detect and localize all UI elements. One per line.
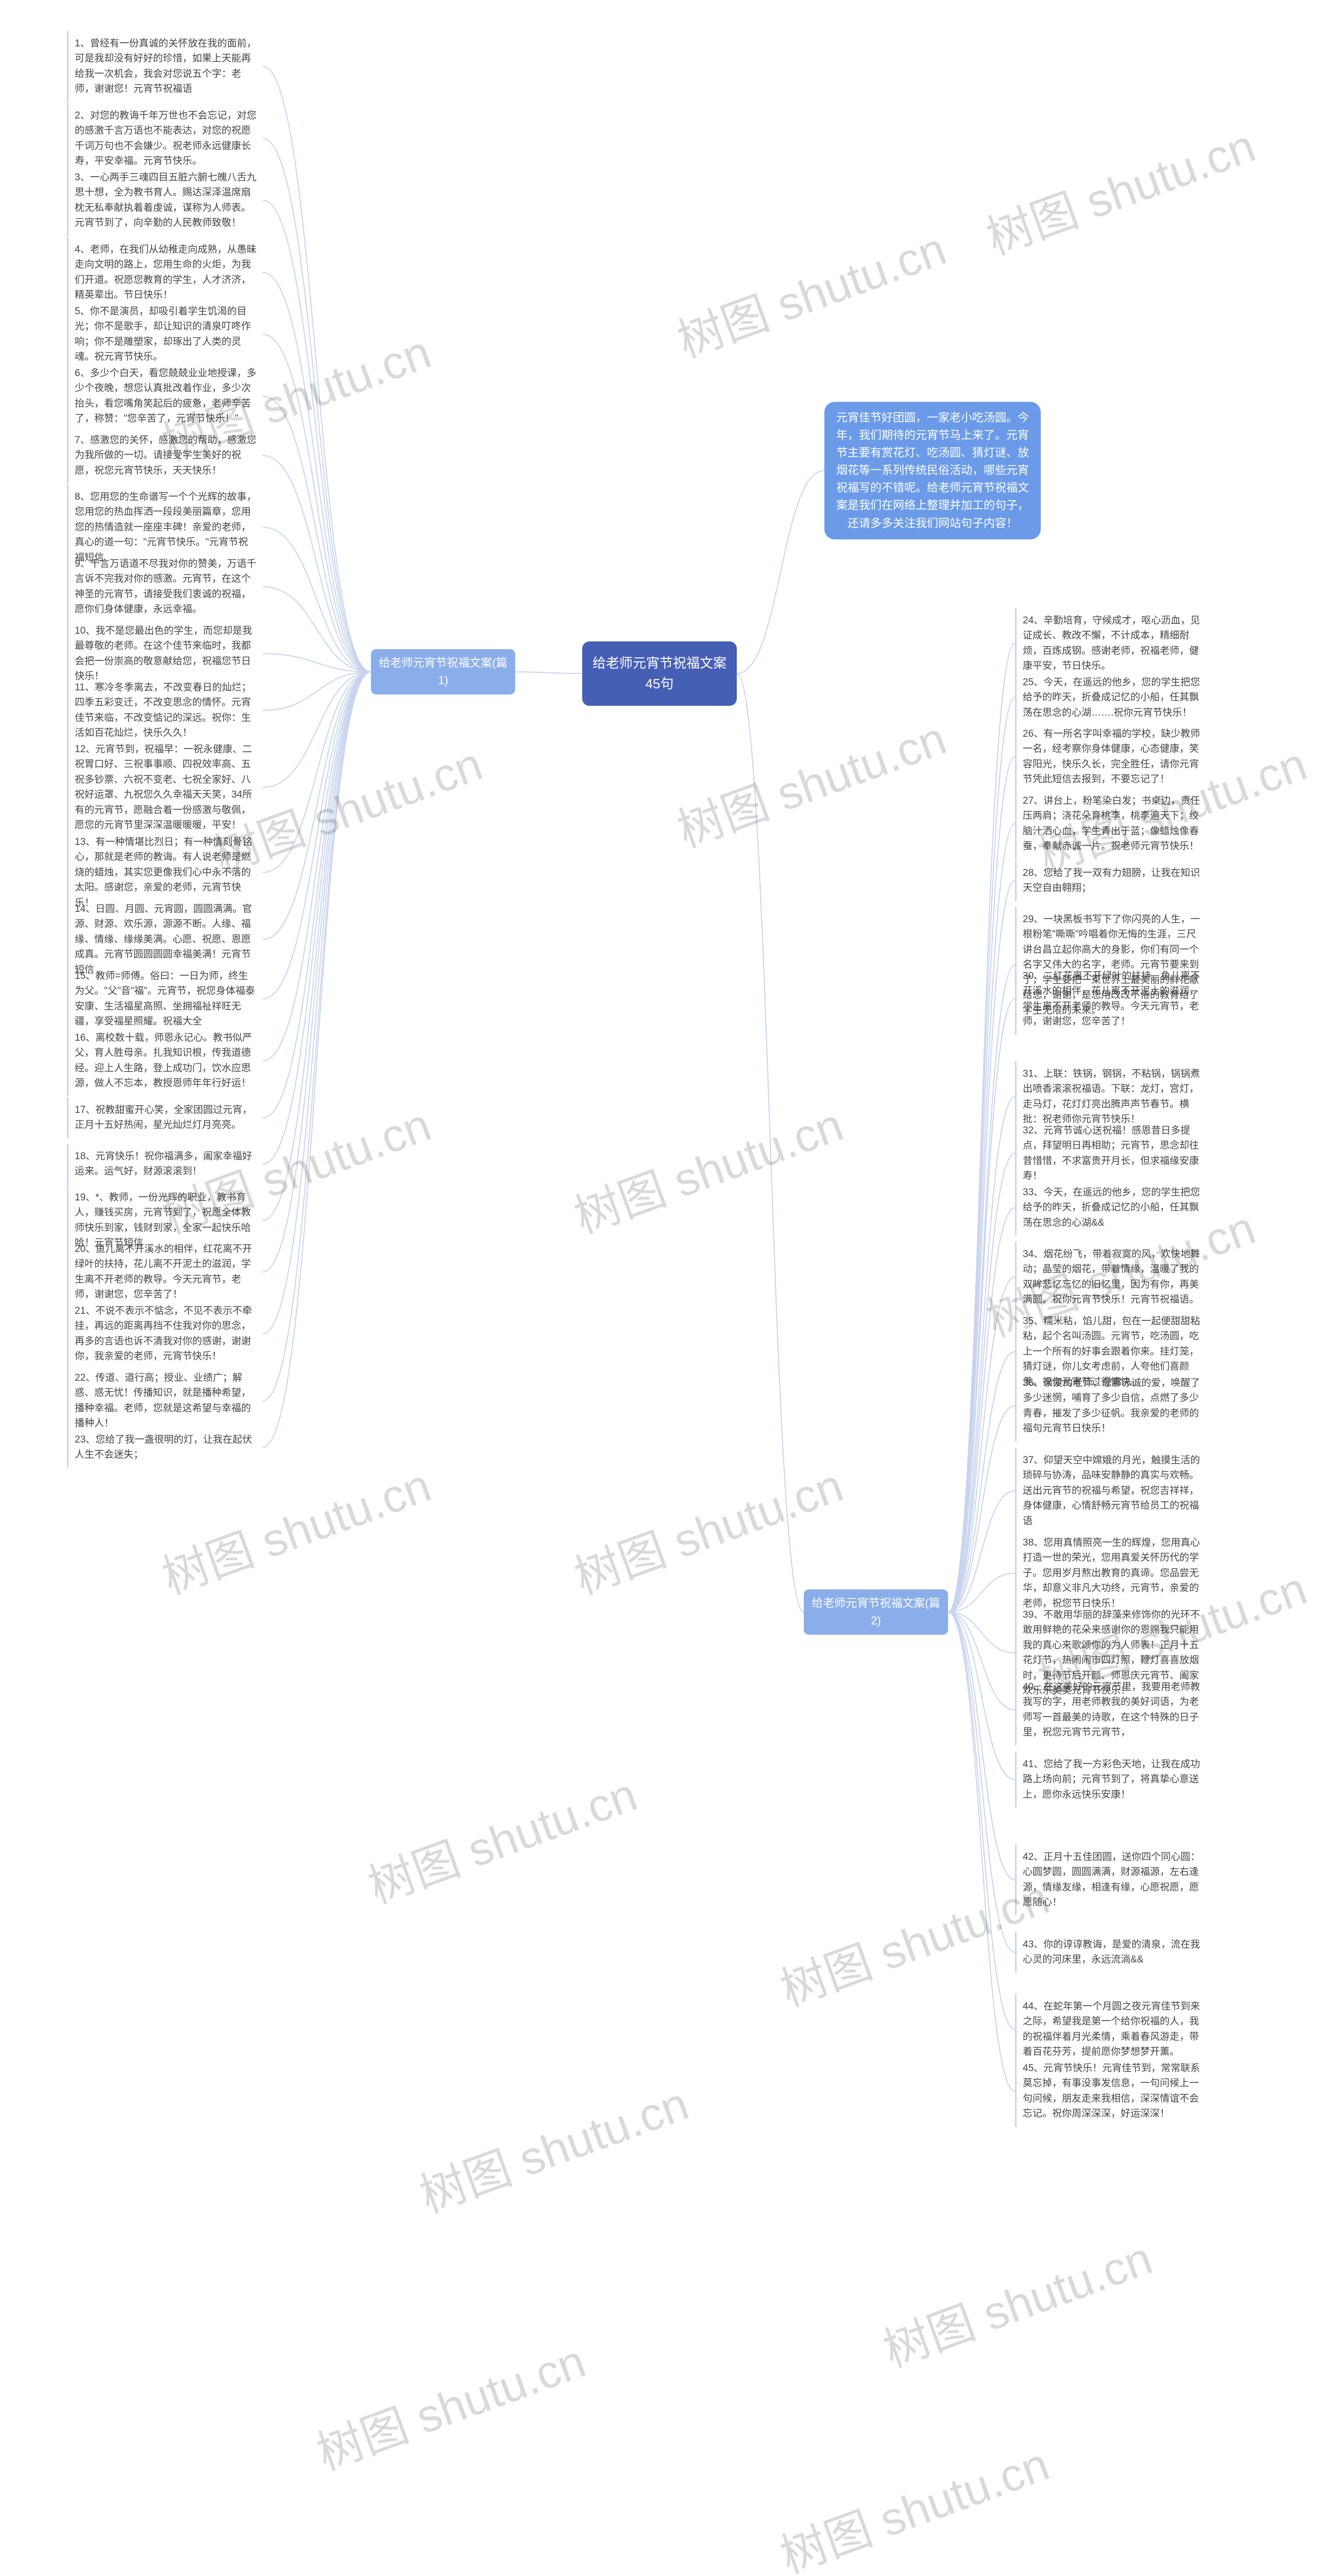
leaf-text: 40、在这美好的元宵节里，我要用老师教我写的字，用老师教我的美好词语，为老师写一… (1023, 1682, 1200, 1738)
watermark-text: 树图 shutu.cn (564, 1448, 851, 1607)
watermark-text: 树图 shutu.cn (667, 701, 954, 860)
leaf-left-item: 20、鱼儿离不开溪水的相伴，红花离不开绿叶的扶持，花儿离不开泥土的滋润，学生离不… (67, 1236, 263, 1308)
leaf-right-item: 30、二红花离不开绿叶的扶持，鱼儿离不开溪水的相伴，花儿离不开泥土的滋润，学生离… (1015, 963, 1211, 1035)
watermark-text: 树图 shutu.cn (151, 1448, 438, 1607)
leaf-text: 24、辛勤培育，守候成才，呕心沥血，见证成长、教改不懈，不计成本，精细耐烦，百炼… (1023, 615, 1200, 671)
leaf-left-item: 5、你不是演员，却吸引着学生饥渴的目光；你不是歌手，却让知识的清泉叮咚作响；你不… (67, 299, 263, 370)
watermark-text: 树图 shutu.cn (770, 1860, 1057, 2020)
center-label: 给老师元宵节祝福文案45句 (593, 655, 726, 691)
leaf-text: 3、一心两手三魂四目五脏六腑七魄八舌九思十想，全为教书育人。赐达深泽温席扇枕无私… (75, 172, 257, 228)
leaf-text: 7、感激您的关怀，感激您的帮助，感激您为我所做的一切。请接受学生美好的祝愿，祝您… (75, 435, 257, 476)
leaf-text: 43、你的谆谆教诲，是爱的清泉，流在我心灵的河床里，永远流淌&& (1023, 1939, 1200, 1965)
watermark-text: 树图 shutu.cn (873, 2221, 1160, 2380)
leaf-text: 16、离校数十载，师恩永记心。教书似严父，育人胜母亲。扎我知识根，传我道德经。迎… (75, 1032, 252, 1089)
leaf-left-item: 7、感激您的关怀，感激您的帮助，感激您为我所做的一切。请接受学生美好的祝愿，祝您… (67, 428, 263, 483)
leaf-left-item: 21、不说不表示不惦念，不见不表示不牵挂，再远的距离再挡不住我对你的思念，再多的… (67, 1298, 263, 1369)
watermark-text: 树图 shutu.cn (976, 109, 1263, 268)
leaf-text: 28、您给了我一双有力翅膀，让我在知识天空自由翱翔； (1023, 868, 1200, 893)
leaf-text: 44、在蛇年第一个月圆之夜元宵佳节到来之际，希望我是第一个给你祝福的人，我的祝福… (1023, 2001, 1200, 2057)
leaf-text: 15、教师=师傅。俗曰：一日为师，终生为父。"父"音"福"。元宵节，祝您身体福泰… (75, 971, 255, 1027)
watermark-text: 树图 shutu.cn (667, 212, 954, 371)
leaf-text: 33、今天，在遥远的他乡，您的学生把您给予的昨天，折叠成记忆的小船，任其飘荡在思… (1023, 1187, 1200, 1228)
leaf-left-item: 1、曾经有一份真诚的关怀放在我的面前，可是我却没有好好的珍惜，如果上天能再给我一… (67, 31, 263, 102)
leaf-text: 21、不说不表示不惦念，不见不表示不牵挂，再远的距离再挡不住我对你的思念，再多的… (75, 1306, 252, 1362)
leaf-text: 10、我不是您最出色的学生，而您却是我最尊敬的老师。在这个佳节来临时，我都会把一… (75, 625, 252, 682)
leaf-left-item: 22、传道、道行高；授业、业绩广；解惑、惑无忧！传播知识，就是播种希望，播种幸福… (67, 1365, 263, 1436)
mindmap-center: 给老师元宵节祝福文案45句 (582, 641, 737, 706)
leaf-right-item: 34、烟花纷飞，带着寂寞的风，欢快地舞动；晶莹的烟花，带着情缘，温暖了我的双眸悲… (1015, 1242, 1211, 1313)
leaf-left-item: 12、元宵节到，祝福早：一祝永健康、二祝胃口好、三祝事事顺、四祝效率高、五祝多钞… (67, 737, 263, 838)
leaf-left-item: 3、一心两手三魂四目五脏六腑七魄八舌九思十想，全为教书育人。赐达深泽温席扇枕无私… (67, 165, 263, 236)
leaf-text: 32、元宵节诚心送祝福！感恩昔日多提点，拜望明日再相助；元宵节，思念却往昔惜惜，… (1023, 1125, 1199, 1181)
leaf-text: 37、仰望天空中嫦娥的月光，触摸生活的琐碎与协涛，品味安静静的真实与欢畅。送出元… (1023, 1455, 1200, 1527)
leaf-right-item: 43、你的谆谆教诲，是爱的清泉，流在我心灵的河床里，永远流淌&& (1015, 1932, 1211, 1973)
leaf-right-item: 40、在这美好的元宵节里，我要用老师教我写的字，用老师教我的美好词语，为老师写一… (1015, 1674, 1211, 1745)
leaf-text: 20、鱼儿离不开溪水的相伴，红花离不开绿叶的扶持，花儿离不开泥土的滋润，学生离不… (75, 1244, 252, 1300)
leaf-text: 42、正月十五佳团圆，送你四个同心圆：心圆梦圆，圆圆满满，财源福源，左右逢源，情… (1023, 1852, 1200, 1908)
leaf-left-item: 23、您给了我一盏很明的灯，让我在起伏人生不会迷失； (67, 1427, 263, 1468)
leaf-text: 45、元宵节快乐！元宵佳节到，常常联系莫忘掉，有事没事发信息，一句问候上一句问候… (1023, 2063, 1200, 2119)
leaf-text: 27、讲台上，粉笔染白发；书桌边，责任压两肩；浇花朵育桃李，桃李遍天下；绞脑汁洒… (1023, 795, 1200, 852)
leaf-text: 38、您用真情照亮一生的辉煌，您用真心打造一世的荣光，您用真爱关怀历代的学子。您… (1023, 1537, 1200, 1609)
branch-part1: 给老师元宵节祝福文案(篇1) (371, 649, 515, 694)
watermark-text: 树图 shutu.cn (770, 2427, 1057, 2576)
leaf-text: 17、祝教甜蜜开心笑，全家团圆过元宵，正月十五好热闹，星光灿烂灯月亮亮。 (75, 1105, 252, 1130)
leaf-left-item: 17、祝教甜蜜开心笑，全家团圆过元宵，正月十五好热闹，星光灿烂灯月亮亮。 (67, 1097, 263, 1138)
leaf-text: 41、您给了我一方彩色天地，让我在成功路上场向前；元宵节到了，将真挚心意送上，愿… (1023, 1759, 1200, 1800)
leaf-right-item: 45、元宵节快乐！元宵佳节到，常常联系莫忘掉，有事没事发信息，一句问候上一句问候… (1015, 2056, 1211, 2127)
watermark-text: 树图 shutu.cn (409, 2066, 696, 2226)
leaf-right-item: 33、今天，在遥远的他乡，您的学生把您给予的昨天，折叠成记忆的小船，任其飘荡在思… (1015, 1180, 1211, 1235)
leaf-text: 18、元宵快乐！祝你福满多，阖家幸福好运来。运气好，财源滚滚到！ (75, 1151, 252, 1177)
leaf-text: 30、二红花离不开绿叶的扶持，鱼儿离不开溪水的相伴，花儿离不开泥土的滋润，学生离… (1023, 971, 1200, 1027)
leaf-right-item: 26、有一所名字叫幸福的学校，缺少教师一名，经考察你身体健康，心态健康，笑容阳光… (1015, 721, 1211, 792)
leaf-right-item: 28、您给了我一双有力翅膀，让我在知识天空自由翱翔； (1015, 860, 1211, 901)
leaf-text: 31、上联：铁锅，钢锅，不粘锅，锅锅煮出喷香滚滚祝福语。下联：龙灯，宫灯，走马灯… (1023, 1069, 1200, 1125)
leaf-text: 12、元宵节到，祝福早：一祝永健康、二祝胃口好、三祝事事顺、四祝效率高、五祝多钞… (75, 744, 252, 831)
leaf-text: 36、亲爱的老师，您那赤诚的爱，唤醒了多少迷惘，哺育了多少自信，点燃了多少青春，… (1023, 1378, 1200, 1434)
leaf-text: 2、对您的教诲千年万世也不会忘记，对您的感激千言万语也不能表达，对您的祝愿千词万… (75, 110, 257, 166)
leaf-text: 4、老师，在我们从幼稚走向成熟，从愚昧走向文明的路上，您用生命的火炬，为我们开道… (75, 244, 257, 300)
leaf-right-item: 44、在蛇年第一个月圆之夜元宵佳节到来之际，希望我是第一个给你祝福的人，我的祝福… (1015, 1994, 1211, 2065)
leaf-left-item: 15、教师=师傅。俗曰：一日为师，终生为父。"父"音"福"。元宵节，祝您身体福泰… (67, 963, 263, 1035)
leaf-right-item: 37、仰望天空中嫦娥的月光，触摸生活的琐碎与协涛，品味安静静的真实与欢畅。送出元… (1015, 1448, 1211, 1534)
leaf-left-item: 16、离校数十载，师恩永记心。教书似严父，育人胜母亲。扎我知识根，传我道德经。迎… (67, 1025, 263, 1096)
leaf-right-item: 42、正月十五佳团圆，送你四个同心圆：心圆梦圆，圆圆满满，财源福源，左右逢源，情… (1015, 1844, 1211, 1916)
branch-part2-label: 给老师元宵节祝福文案(篇2) (811, 1597, 940, 1627)
leaf-text: 22、传道、道行高；授业、业绩广；解惑、惑无忧！传播知识，就是播种希望，播种幸福… (75, 1372, 251, 1429)
leaf-left-item: 11、寒冷冬季离去，不改变春日的灿烂；四季五彩变迁，不改变思念的情怀。元宵佳节来… (67, 675, 263, 746)
leaf-right-item: 36、亲爱的老师，您那赤诚的爱，唤醒了多少迷惘，哺育了多少自信，点燃了多少青春，… (1015, 1370, 1211, 1442)
leaf-text: 5、你不是演员，却吸引着学生饥渴的目光；你不是歌手，却让知识的清泉叮咚作响；你不… (75, 306, 251, 362)
leaf-left-item: 2、对您的教诲千年万世也不会忘记，对您的感激千言万语也不能表达，对您的祝愿千词万… (67, 103, 263, 174)
leaf-text: 6、多少个白天，看您兢兢业业地授课，多少个夜晚，想您认真批改着作业，多少次抬头，… (75, 368, 257, 424)
leaf-text: 9、千言万语道不尽我对你的赞美，万语千言诉不完我对你的感激。元宵节，在这个神圣的… (75, 558, 257, 615)
leaf-left-item: 4、老师，在我们从幼稚走向成熟，从愚昧走向文明的路上，您用生命的火炬，为我们开道… (67, 237, 263, 308)
leaf-text: 25、今天，在遥远的他乡，您的学生把您给予的昨天，折叠成记忆的小船，任其飘荡在思… (1023, 677, 1200, 718)
intro-text: 元宵佳节好团圆，一家老小吃汤圆。今年，我们期待的元宵节马上来了。元宵节主要有赏花… (836, 411, 1029, 530)
leaf-left-item: 6、多少个白天，看您兢兢业业地授课，多少个夜晚，想您认真批改着作业，多少次抬头，… (67, 361, 263, 432)
leaf-left-item: 9、千言万语道不尽我对你的赞美，万语千言诉不完我对你的感激。元宵节，在这个神圣的… (67, 551, 263, 622)
watermark-text: 树图 shutu.cn (306, 2324, 593, 2483)
leaf-right-item: 25、今天，在遥远的他乡，您的学生把您给予的昨天，折叠成记忆的小船，任其飘荡在思… (1015, 670, 1211, 725)
leaf-right-item: 32、元宵节诚心送祝福！感恩昔日多提点，拜望明日再相助；元宵节，思念却往昔惜惜，… (1015, 1118, 1211, 1189)
branch-part2: 给老师元宵节祝福文案(篇2) (804, 1589, 948, 1635)
leaf-right-item: 27、讲台上，粉笔染白发；书桌边，责任压两肩；浇花朵育桃李，桃李遍天下；绞脑汁洒… (1015, 788, 1211, 859)
leaf-text: 11、寒冷冬季离去，不改变春日的灿烂；四季五彩变迁，不改变思念的情怀。元宵佳节来… (75, 682, 251, 738)
leaf-right-item: 41、您给了我一方彩色天地，让我在成功路上场向前；元宵节到了，将真挚心意送上，愿… (1015, 1752, 1211, 1807)
leaf-text: 1、曾经有一份真诚的关怀放在我的面前，可是我却没有好好的珍惜，如果上天能再给我一… (75, 38, 257, 94)
branch-part1-label: 给老师元宵节祝福文案(篇1) (379, 656, 507, 687)
watermark-text: 树图 shutu.cn (564, 1088, 851, 1247)
leaf-left-item: 18、元宵快乐！祝你福满多，阖家幸福好运来。运气好，财源滚滚到！ (67, 1144, 263, 1184)
leaf-text: 26、有一所名字叫幸福的学校，缺少教师一名，经考察你身体健康，心态健康，笑容阳光… (1023, 728, 1200, 785)
leaf-text: 34、烟花纷飞，带着寂寞的风，欢快地舞动；晶莹的烟花，带着情缘，温暖了我的双眸悲… (1023, 1249, 1200, 1305)
watermark-text: 树图 shutu.cn (358, 1757, 645, 1917)
leaf-right-item: 24、辛勤培育，守候成才，呕心沥血，见证成长、教改不懈，不计成本，精细耐烦，百炼… (1015, 608, 1211, 679)
leaf-text: 23、您给了我一盏很明的灯，让我在起伏人生不会迷失； (75, 1434, 252, 1460)
mindmap-intro: 元宵佳节好团圆，一家老小吃汤圆。今年，我们期待的元宵节马上来了。元宵节主要有赏花… (824, 402, 1041, 539)
